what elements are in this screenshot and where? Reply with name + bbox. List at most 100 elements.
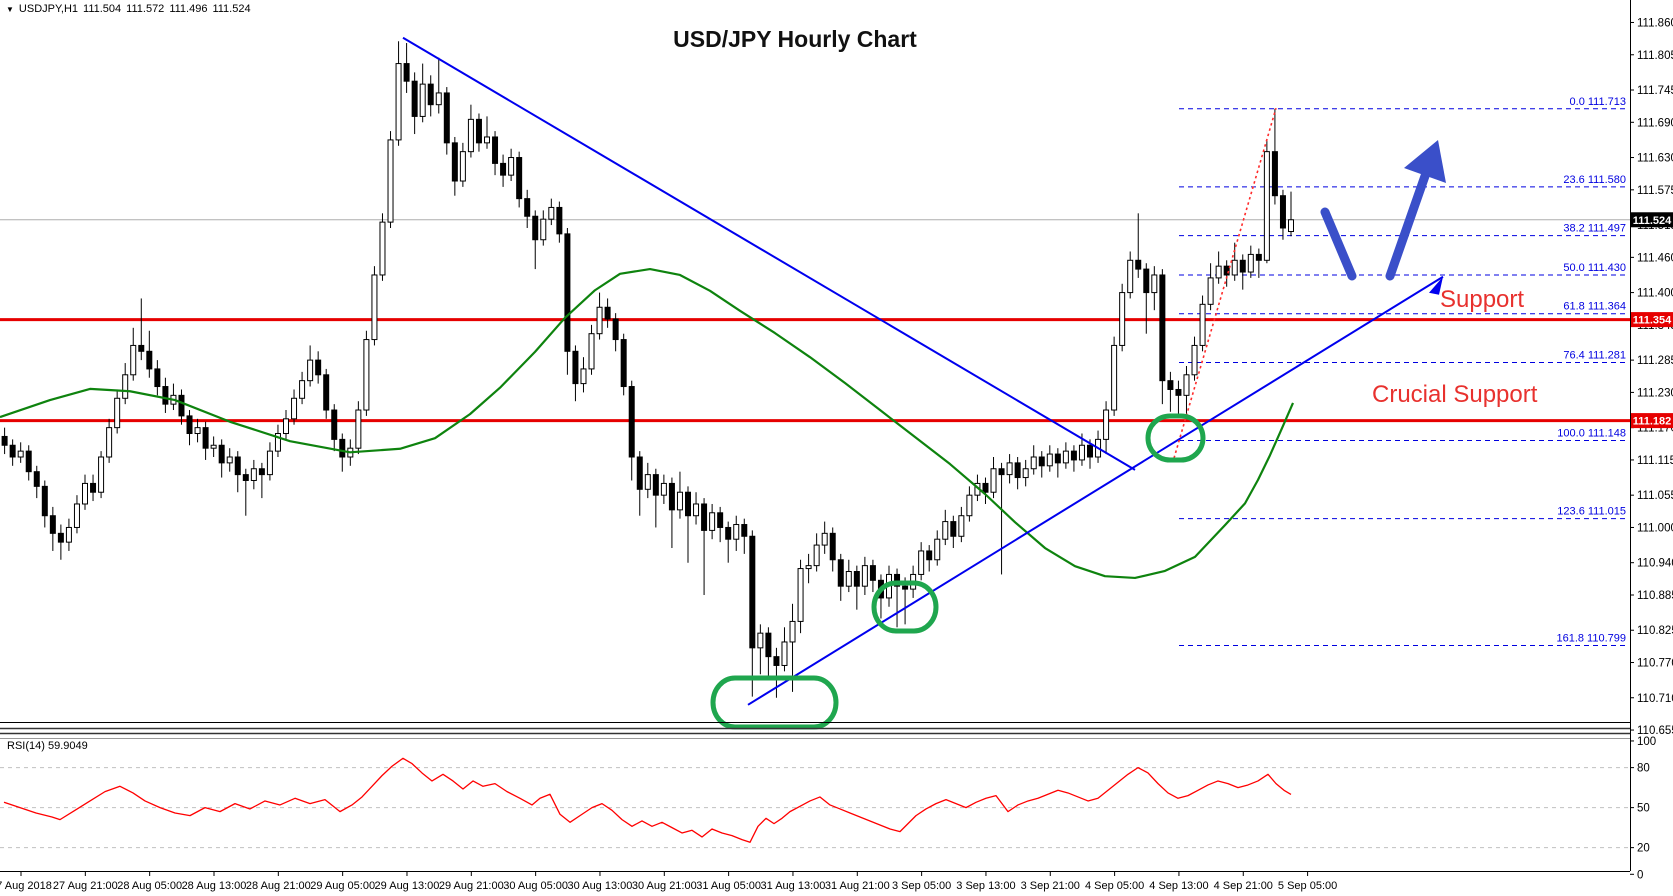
candle-bear <box>178 394 185 417</box>
price-axis-label: 110.825 <box>1637 625 1673 637</box>
price-axis-label: 110.940 <box>1637 558 1673 570</box>
candle-bull <box>1191 344 1198 376</box>
candle-bear <box>524 198 531 217</box>
symbol-bar: ▼ USDJPY,H1 111.504 111.572 111.496 111.… <box>6 3 251 15</box>
price-axis-label: 111.860 <box>1637 17 1673 29</box>
candle-bull <box>1078 444 1085 461</box>
time-axis-label: 29 Aug 05:00 <box>310 880 375 892</box>
ascending-trendline[interactable] <box>747 275 1444 706</box>
candle-bull <box>1030 456 1037 470</box>
candle-bull <box>395 63 402 141</box>
ohlc-low: 111.496 <box>169 3 208 15</box>
ma-line[interactable] <box>0 267 1295 580</box>
candle-bear <box>500 162 507 176</box>
candle-bear <box>1223 265 1230 276</box>
candle-bull <box>371 274 378 341</box>
candle-bear <box>315 359 322 376</box>
time-axis-label: 30 Aug 05:00 <box>503 880 568 892</box>
candle-bull <box>845 571 852 587</box>
candle-bear <box>604 306 611 320</box>
price-axis-label: 110.770 <box>1637 658 1673 670</box>
time-axis-label: 31 Aug 05:00 <box>696 880 761 892</box>
candle-bull <box>861 565 868 587</box>
candle-bear <box>492 136 499 164</box>
candle-bull <box>580 368 587 385</box>
candle-bear <box>451 142 458 182</box>
rsi-name: RSI(14) <box>7 740 45 752</box>
impulse-dotted-line[interactable] <box>1173 107 1277 459</box>
time-axis-label: 30 Aug 21:00 <box>632 880 697 892</box>
candle-bull <box>379 221 386 276</box>
candle-bear <box>427 83 434 106</box>
descending-trendline[interactable] <box>402 36 1136 471</box>
price-badge <box>1631 312 1673 328</box>
time-axis-label: 29 Aug 21:00 <box>439 880 504 892</box>
time-axis-label: 31 Aug 13:00 <box>761 880 826 892</box>
trendline-arrowhead-icon <box>1429 276 1443 295</box>
candle-bull <box>1263 151 1270 261</box>
candle-bear <box>218 444 225 464</box>
candle-bear <box>532 215 539 241</box>
candle-bull <box>966 494 973 517</box>
candle-bull <box>1199 303 1206 346</box>
candlesticks <box>1 41 1294 698</box>
support-annotation[interactable]: Support <box>1440 286 1525 313</box>
pane-divider[interactable] <box>0 728 1630 738</box>
rsi-axis-label: 20 <box>1637 843 1650 855</box>
time-axis-label: 27 Aug 2018 <box>0 880 52 892</box>
candle-bull <box>122 374 129 399</box>
crucial-support-annotation[interactable]: Crucial Support <box>1372 381 1538 408</box>
price-axis-label: 111.460 <box>1637 252 1673 264</box>
candle-bear <box>154 368 161 388</box>
candle-bull <box>797 568 804 622</box>
candle-bull <box>693 503 700 517</box>
candle-bear <box>202 427 209 449</box>
price-axis-label: 111.115 <box>1637 455 1673 467</box>
candle-bear <box>685 491 691 517</box>
candle-bull <box>250 468 257 481</box>
candle-bear <box>556 206 563 235</box>
moving-average <box>0 267 1295 580</box>
candle-bull <box>299 380 306 399</box>
candle-bear <box>475 118 482 144</box>
highlight-circle[interactable] <box>710 675 839 730</box>
candle-bear <box>926 550 933 561</box>
trendlines <box>402 36 1444 706</box>
candle-bull <box>1231 259 1238 276</box>
candle-bear <box>323 374 330 411</box>
candle-bear <box>837 559 844 587</box>
candle-bear <box>725 526 732 540</box>
candle-bull <box>789 620 796 643</box>
price-axis-label: 111.000 <box>1637 522 1673 534</box>
arrow-stroke[interactable] <box>1385 171 1430 281</box>
time-axis-label: 30 Aug 13:00 <box>568 880 633 892</box>
candle-bull <box>1207 277 1214 305</box>
symbol-dropdown-icon[interactable]: ▼ <box>6 4 14 14</box>
price-axis-label: 110.655 <box>1637 725 1673 737</box>
candle-bear <box>612 318 619 341</box>
candle-bear <box>717 512 724 528</box>
candle-bull <box>210 444 217 449</box>
candle-bull <box>1046 453 1053 467</box>
candle-bear <box>950 521 957 537</box>
time-axis-label: 31 Aug 21:00 <box>825 880 890 892</box>
highlight-circle[interactable] <box>871 580 939 634</box>
rsi-indicator-label: RSI(14) 59.9049 <box>7 740 88 752</box>
candle-bull <box>387 139 394 223</box>
candle-bear <box>411 80 418 117</box>
arrow-stroke[interactable] <box>1320 207 1357 281</box>
rsi-line[interactable] <box>3 757 1292 843</box>
candle-bear <box>1014 462 1021 479</box>
time-axis-label: 29 Aug 13:00 <box>375 880 440 892</box>
candle-bull <box>781 641 788 666</box>
candle-bear <box>765 632 772 658</box>
highlight-circles <box>710 413 1206 730</box>
price-axis-label: 111.400 <box>1637 288 1673 300</box>
candle-bull <box>459 151 466 182</box>
highlight-circle[interactable] <box>1145 413 1206 463</box>
arrow-head-icon[interactable] <box>1404 140 1446 183</box>
candle-bull <box>266 450 273 476</box>
